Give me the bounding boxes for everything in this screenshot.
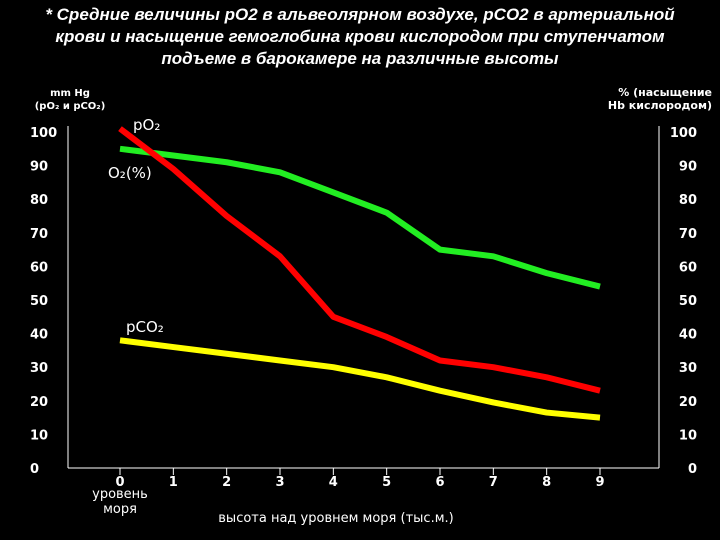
x-tick-label: 4 — [329, 475, 338, 490]
series-line-po2 — [118, 126, 601, 394]
right-y-tick-label: 60 — [679, 260, 697, 275]
x-tick-label: 5 — [382, 475, 391, 490]
title-line-1: * Средние величины рО2 в альвеолярном во… — [45, 5, 675, 24]
left-y-tick-label: 30 — [30, 361, 48, 376]
series-line-pco2 — [119, 337, 601, 421]
series-label-po2: pO₂ — [133, 116, 160, 134]
left-y-tick-label: 70 — [30, 227, 48, 242]
x-tick-label: 6 — [435, 475, 444, 490]
chart-series — [118, 126, 601, 421]
chart-axes — [67, 126, 660, 475]
right-y-tick-label: 10 — [679, 428, 697, 443]
left-axis-label: mm Hg — [50, 88, 90, 99]
series-label-pco2: pCO₂ — [126, 318, 164, 336]
left-y-tick-label: 0 — [30, 462, 39, 477]
right-axis-label: % (насыщение — [618, 86, 712, 99]
right-y-tick-label: 50 — [679, 294, 697, 309]
right-y-tick-label: 90 — [679, 160, 697, 175]
left-y-tick-label: 90 — [30, 160, 48, 175]
x-tick-label: 7 — [489, 475, 498, 490]
title-line-2: крови и насыщение гемоглобина крови кисл… — [55, 27, 665, 46]
left-y-tick-label: 20 — [30, 395, 48, 410]
right-y-tick-label: 100 — [670, 126, 697, 141]
x-tick-label: 9 — [595, 475, 604, 490]
series-line-o2 — [119, 145, 601, 290]
x-sublabel: моря — [103, 502, 137, 517]
right-y-tick-label: 70 — [679, 227, 697, 242]
right-axis-label: Hb кислородом) — [608, 99, 712, 112]
series-label-o2: O₂(%) — [108, 164, 152, 182]
x-tick-label: 3 — [275, 475, 284, 490]
title-line-3: подъеме в барокамере на различные высоты — [161, 49, 559, 68]
right-y-tick-label: 30 — [679, 361, 697, 376]
right-y-tick-label: 40 — [679, 328, 697, 343]
left-y-tick-label: 10 — [30, 428, 48, 443]
x-tick-label: 8 — [542, 475, 551, 490]
right-y-tick-label: 20 — [679, 395, 697, 410]
left-y-tick-label: 60 — [30, 260, 48, 275]
right-y-tick-label: 0 — [688, 462, 697, 477]
right-y-tick-label: 80 — [679, 193, 697, 208]
chart-title: * Средние величины рО2 в альвеолярном во… — [0, 4, 720, 70]
left-y-tick-label: 80 — [30, 193, 48, 208]
left-axis-label: (pO₂ и pCO₂) — [35, 101, 106, 112]
x-axis-label: высота над уровнем моря (тыс.м.) — [218, 511, 453, 526]
x-tick-label: 1 — [169, 475, 178, 490]
left-y-tick-label: 40 — [30, 328, 48, 343]
left-y-tick-label: 100 — [30, 126, 57, 141]
x-tick-label: 2 — [222, 475, 231, 490]
x-tick-label: 0 — [115, 475, 124, 490]
left-y-tick-label: 50 — [30, 294, 48, 309]
x-sublabel: уровень — [92, 487, 148, 502]
